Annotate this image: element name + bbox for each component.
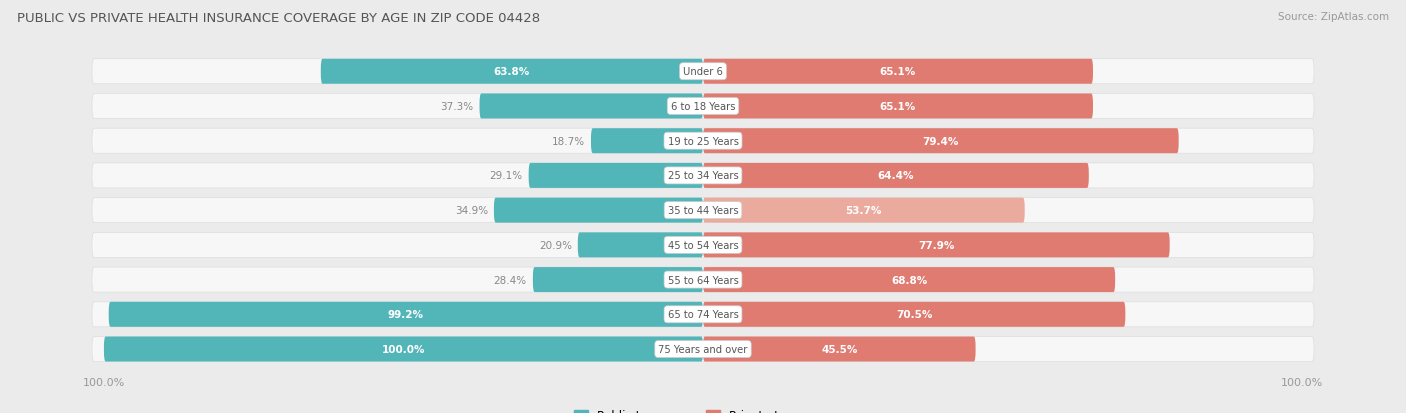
Text: 79.4%: 79.4% [922,136,959,146]
Text: 19 to 25 Years: 19 to 25 Years [668,136,738,146]
FancyBboxPatch shape [703,268,1115,292]
Text: 65.1%: 65.1% [880,102,917,112]
FancyBboxPatch shape [91,59,1315,85]
FancyBboxPatch shape [703,198,1025,223]
Text: 65 to 74 Years: 65 to 74 Years [668,310,738,320]
FancyBboxPatch shape [108,302,703,327]
FancyBboxPatch shape [529,164,703,188]
Legend: Public Insurance, Private Insurance: Public Insurance, Private Insurance [569,405,837,413]
Text: 53.7%: 53.7% [845,206,882,216]
Text: 65.1%: 65.1% [880,67,917,77]
Text: 28.4%: 28.4% [494,275,527,285]
Text: Source: ZipAtlas.com: Source: ZipAtlas.com [1278,12,1389,22]
Text: 64.4%: 64.4% [877,171,914,181]
Text: 75 Years and over: 75 Years and over [658,344,748,354]
FancyBboxPatch shape [578,233,703,258]
Text: 55 to 64 Years: 55 to 64 Years [668,275,738,285]
FancyBboxPatch shape [494,198,703,223]
Text: 77.9%: 77.9% [918,240,955,250]
Text: 45 to 54 Years: 45 to 54 Years [668,240,738,250]
Text: 100.0%: 100.0% [381,344,425,354]
Text: 63.8%: 63.8% [494,67,530,77]
Text: 6 to 18 Years: 6 to 18 Years [671,102,735,112]
FancyBboxPatch shape [703,337,976,362]
FancyBboxPatch shape [533,268,703,292]
Text: 68.8%: 68.8% [891,275,927,285]
FancyBboxPatch shape [91,94,1315,119]
FancyBboxPatch shape [703,59,1092,85]
FancyBboxPatch shape [91,164,1315,188]
FancyBboxPatch shape [703,129,1178,154]
FancyBboxPatch shape [321,59,703,85]
FancyBboxPatch shape [703,94,1092,119]
Text: 35 to 44 Years: 35 to 44 Years [668,206,738,216]
FancyBboxPatch shape [91,268,1315,292]
FancyBboxPatch shape [703,302,1125,327]
FancyBboxPatch shape [91,233,1315,258]
Text: 20.9%: 20.9% [538,240,572,250]
FancyBboxPatch shape [479,94,703,119]
FancyBboxPatch shape [591,129,703,154]
FancyBboxPatch shape [91,337,1315,362]
Text: 70.5%: 70.5% [896,310,932,320]
Text: 99.2%: 99.2% [388,310,423,320]
Text: 25 to 34 Years: 25 to 34 Years [668,171,738,181]
FancyBboxPatch shape [91,129,1315,154]
Text: 34.9%: 34.9% [454,206,488,216]
FancyBboxPatch shape [91,198,1315,223]
Text: PUBLIC VS PRIVATE HEALTH INSURANCE COVERAGE BY AGE IN ZIP CODE 04428: PUBLIC VS PRIVATE HEALTH INSURANCE COVER… [17,12,540,25]
FancyBboxPatch shape [703,233,1170,258]
Text: Under 6: Under 6 [683,67,723,77]
FancyBboxPatch shape [703,164,1088,188]
FancyBboxPatch shape [104,337,703,362]
Text: 18.7%: 18.7% [553,136,585,146]
FancyBboxPatch shape [91,302,1315,327]
Text: 45.5%: 45.5% [821,344,858,354]
Text: 37.3%: 37.3% [440,102,474,112]
Text: 29.1%: 29.1% [489,171,523,181]
